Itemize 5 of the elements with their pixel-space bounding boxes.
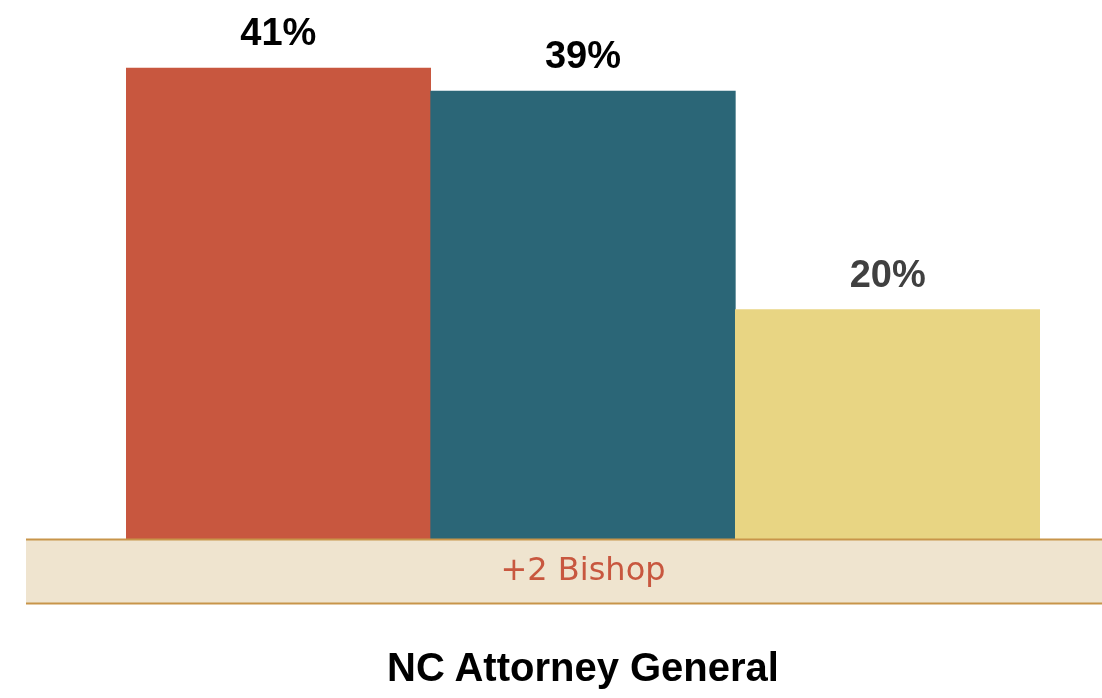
text: +2 Bishop bbox=[500, 549, 666, 588]
data-label: 39% bbox=[544, 34, 622, 77]
data-label: 41% bbox=[240, 11, 317, 54]
data-label: 20% bbox=[849, 253, 926, 296]
x-axis-title: NC Attorney General bbox=[387, 645, 779, 690]
